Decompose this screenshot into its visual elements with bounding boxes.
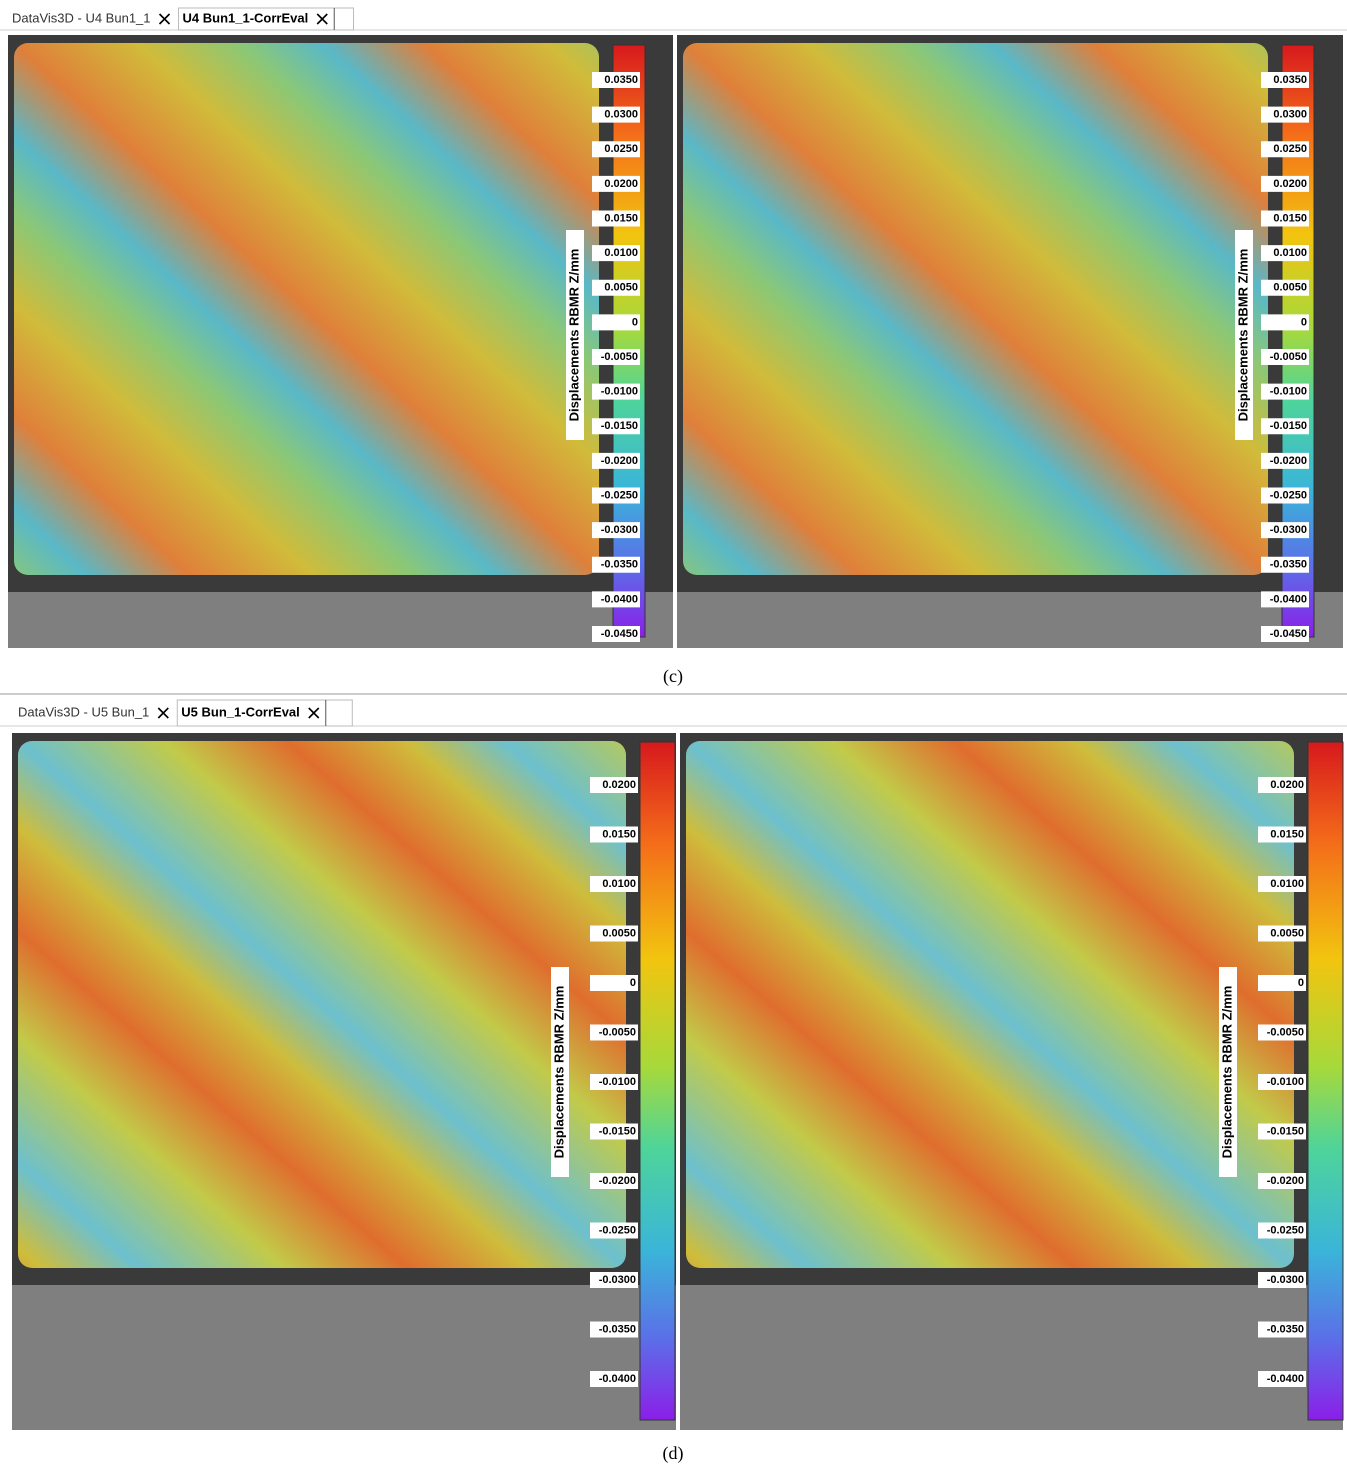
colorbar-tick-label: -0.0200	[1270, 455, 1307, 467]
colorbar-tick-label: -0.0250	[601, 489, 638, 501]
colorbar-axis-label: Displacements RBMR Z/mm	[1235, 249, 1250, 422]
colorbar-tick-label: 0.0300	[604, 109, 638, 121]
colorbar-tick-label: -0.0250	[1267, 1224, 1304, 1236]
colorbar-tick-label: -0.0250	[599, 1224, 636, 1236]
colorbar-tick-label: -0.0050	[1270, 351, 1307, 363]
colorbar-tick-label: -0.0150	[1270, 420, 1307, 432]
colorbar-tick-label: 0.0250	[604, 143, 638, 155]
colorbar-tick-label: 0.0050	[604, 282, 638, 294]
colorbar-tick-label: 0	[1298, 977, 1304, 989]
colorbar-tick-label: -0.0350	[1267, 1323, 1304, 1335]
tab-title: DataVis3D - U4 Bun1_1	[12, 10, 151, 25]
colorbar-axis-label: Displacements RBMR Z/mm	[566, 249, 581, 422]
colorbar	[1308, 742, 1343, 1420]
colorbar-tick-label: -0.0400	[1267, 1373, 1304, 1385]
tab-title: U5 Bun_1-CorrEval	[181, 704, 299, 719]
displacement-map	[14, 43, 599, 575]
colorbar-tick-label: -0.0400	[599, 1373, 636, 1385]
colorbar-tick-label: -0.0050	[1267, 1026, 1304, 1038]
figure-caption: (d)	[663, 1443, 684, 1464]
colorbar-tick-label: -0.0150	[601, 420, 638, 432]
colorbar-tick-label: 0.0200	[602, 779, 636, 791]
colorbar-tick-label: -0.0450	[601, 628, 638, 640]
colorbar-tick-label: -0.0200	[599, 1175, 636, 1187]
tab-close[interactable]	[158, 708, 168, 718]
colorbar-tick-label: 0	[630, 977, 636, 989]
colorbar-tick-label: -0.0150	[1267, 1125, 1304, 1137]
tab-title: U4 Bun1_1-CorrEval	[183, 10, 309, 25]
colorbar-tick-label: 0.0350	[604, 74, 638, 86]
colorbar-tick-label: -0.0200	[1267, 1175, 1304, 1187]
colorbar-tick-label: 0.0200	[604, 178, 638, 190]
colorbar-tick-label: 0.0100	[1270, 878, 1304, 890]
colorbar-tick-label: -0.0450	[1270, 628, 1307, 640]
displacement-map	[686, 741, 1294, 1268]
colorbar-tick-label: -0.0100	[1267, 1076, 1304, 1088]
colorbar-tick-label: -0.0350	[601, 559, 638, 571]
colorbar-tick-label: 0.0150	[604, 212, 638, 224]
colorbar-tick-label: 0.0050	[1273, 282, 1307, 294]
colorbar	[1282, 45, 1314, 637]
colorbar	[613, 45, 645, 637]
colorbar-tick-label: -0.0400	[1270, 593, 1307, 605]
colorbar-tick-label: 0.0350	[1273, 74, 1307, 86]
colorbar-tick-label: -0.0400	[601, 593, 638, 605]
colorbar-tick-label: 0.0100	[602, 878, 636, 890]
colorbar-tick-label: -0.0200	[601, 455, 638, 467]
colorbar-tick-label: 0.0200	[1270, 779, 1304, 791]
colorbar-tick-label: -0.0150	[599, 1125, 636, 1137]
displacement-map	[683, 43, 1268, 575]
colorbar-tick-label: -0.0300	[599, 1274, 636, 1286]
colorbar-tick-label: 0.0300	[1273, 109, 1307, 121]
colorbar-tick-label: 0.0250	[1273, 143, 1307, 155]
colorbar-tick-label: 0.0100	[1273, 247, 1307, 259]
colorbar-tick-label: -0.0350	[1270, 559, 1307, 571]
colorbar-tick-label: 0.0050	[1270, 927, 1304, 939]
colorbar-tick-label: 0.0050	[602, 927, 636, 939]
tab-close[interactable]	[160, 14, 170, 24]
colorbar-tick-label: 0	[632, 316, 638, 328]
colorbar-tick-label: -0.0050	[601, 351, 638, 363]
colorbar-tick-label: 0.0200	[1273, 178, 1307, 190]
colorbar-axis-label: Displacements RBMR Z/mm	[551, 986, 566, 1159]
colorbar-tick-label: -0.0300	[1267, 1274, 1304, 1286]
colorbar-tick-label: -0.0350	[599, 1323, 636, 1335]
colorbar-tick-label: -0.0100	[1270, 386, 1307, 398]
colorbar-tick-label: -0.0100	[601, 386, 638, 398]
colorbar-tick-label: 0	[1301, 316, 1307, 328]
colorbar-tick-label: 0.0100	[604, 247, 638, 259]
colorbar-tick-label: -0.0050	[599, 1026, 636, 1038]
colorbar-tick-label: -0.0100	[599, 1076, 636, 1088]
colorbar	[640, 742, 675, 1420]
colorbar-axis-label: Displacements RBMR Z/mm	[1219, 986, 1234, 1159]
screenshot: DataVis3D - U4 Bun1_1 U4 Bun1_1-CorrEval 0…	[0, 0, 1347, 1475]
colorbar-tick-label: -0.0300	[1270, 524, 1307, 536]
colorbar-tick-label: -0.0250	[1270, 489, 1307, 501]
displacement-map	[18, 741, 626, 1268]
colorbar-tick-label: 0.0150	[1273, 212, 1307, 224]
colorbar-tick-label: 0.0150	[602, 828, 636, 840]
figure-caption: (c)	[663, 666, 683, 687]
tab-title: DataVis3D - U5 Bun_1	[18, 704, 149, 719]
colorbar-tick-label: 0.0150	[1270, 828, 1304, 840]
colorbar-tick-label: -0.0300	[601, 524, 638, 536]
